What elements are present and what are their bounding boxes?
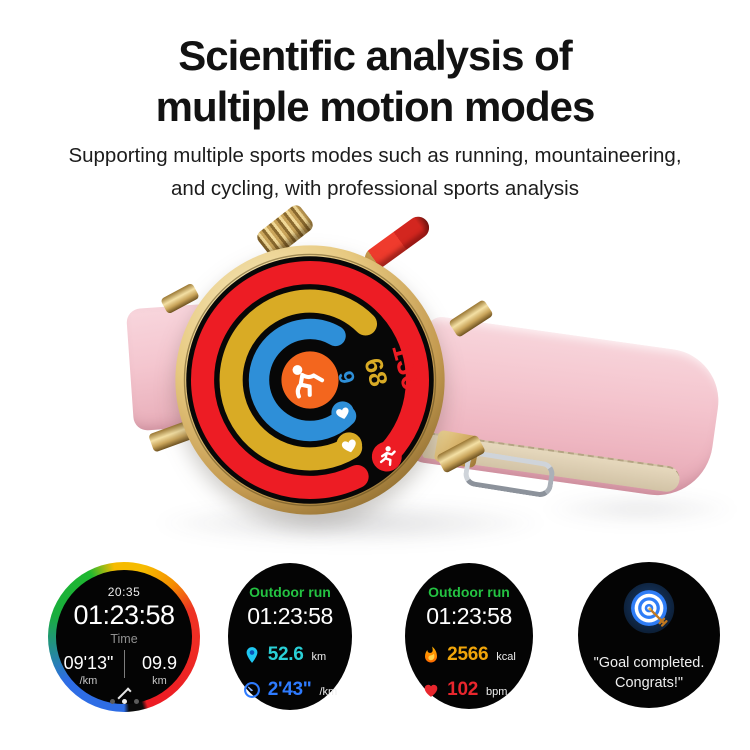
- page-title: Scientific analysis of multiple motion m…: [0, 30, 750, 132]
- calories-row: 2566 kcal: [422, 644, 516, 666]
- watch-screen-distance: Outdoor run 01:23:58 52.6 km 2'43" /km: [228, 563, 352, 710]
- duration-value: 01:23:58: [247, 603, 333, 629]
- distance-row: 52.6 km: [243, 644, 326, 666]
- distance-unit: km: [152, 675, 167, 687]
- pace-timer-icon: [243, 682, 260, 698]
- activity-title: Outdoor run: [249, 584, 331, 600]
- watch-face: 9 68 136: [175, 245, 445, 515]
- pace-unit: /km: [79, 675, 98, 687]
- goal-message-line-1: "Goal completed.: [593, 655, 705, 671]
- calories-value: 2566: [447, 644, 489, 665]
- watch-screen-goal: "Goal completed. Congrats!": [578, 562, 720, 708]
- watch-strap-right: [407, 315, 726, 503]
- pace-row: 2'43" /km: [243, 679, 337, 701]
- title-line-2: multiple motion modes: [155, 83, 596, 131]
- multicolor-progress-ring: 20:35 01:23:58 Time 09'13" /km 09.9 km: [48, 562, 200, 712]
- heart-icon: [331, 401, 354, 424]
- outer-ring-red: [191, 261, 430, 499]
- heart-icon: [424, 684, 438, 697]
- heart-rate-value: 102: [447, 679, 478, 700]
- heart-rate-unit: bpm: [485, 686, 508, 698]
- activity-rings: 9 68 136: [191, 261, 430, 499]
- heart-rate-row: 102 bpm: [422, 679, 507, 701]
- strap-shadow: [540, 492, 740, 526]
- title-line-1: Scientific analysis of: [178, 32, 573, 79]
- pace-value: 09'13": [63, 653, 114, 673]
- runner-icon: [371, 441, 402, 472]
- page-dot-active: [121, 699, 127, 704]
- goal-message: "Goal completed. Congrats!": [594, 653, 705, 694]
- pace-value: 2'43": [267, 679, 312, 700]
- subtitle-line-1: Supporting multiple sports modes such as…: [68, 144, 682, 167]
- divider: [123, 650, 125, 678]
- exercise-person-icon: [281, 351, 339, 409]
- activity-title: Outdoor run: [428, 584, 510, 600]
- page-dot: [133, 699, 139, 704]
- duration-caption: Time: [110, 632, 138, 646]
- duration-value: 01:23:58: [426, 603, 512, 629]
- calories-unit: kcal: [496, 651, 516, 663]
- duration-value: 01:23:58: [73, 600, 175, 630]
- distance-unit: km: [311, 651, 327, 663]
- pace-distance-row: 09'13" /km 09.9 km: [60, 650, 189, 690]
- target-dart-icon: [623, 582, 675, 634]
- watch-screen-time: 20:35 01:23:58 Time 09'13" /km 09.9 km: [48, 562, 200, 712]
- subtitle-line-2: and cycling, with professional sports an…: [171, 176, 579, 200]
- status-time: 20:35: [107, 585, 141, 599]
- location-pin-icon: [246, 647, 258, 663]
- flame-icon: [425, 646, 438, 663]
- page-indicator: [109, 699, 139, 704]
- heart-icon: [336, 432, 363, 459]
- page-dot: [109, 699, 115, 704]
- watch-screen-calories: Outdoor run 01:23:58 2566 kcal 102 bpm: [405, 563, 533, 709]
- distance-value: 52.6: [267, 644, 304, 665]
- page-subtitle: Supporting multiple sports modes such as…: [0, 140, 750, 206]
- middle-ring-value: 68: [358, 355, 392, 389]
- goal-message-line-2: Congrats!": [614, 675, 683, 692]
- distance-value: 09.9: [141, 653, 178, 673]
- pace-unit: /km: [319, 686, 338, 698]
